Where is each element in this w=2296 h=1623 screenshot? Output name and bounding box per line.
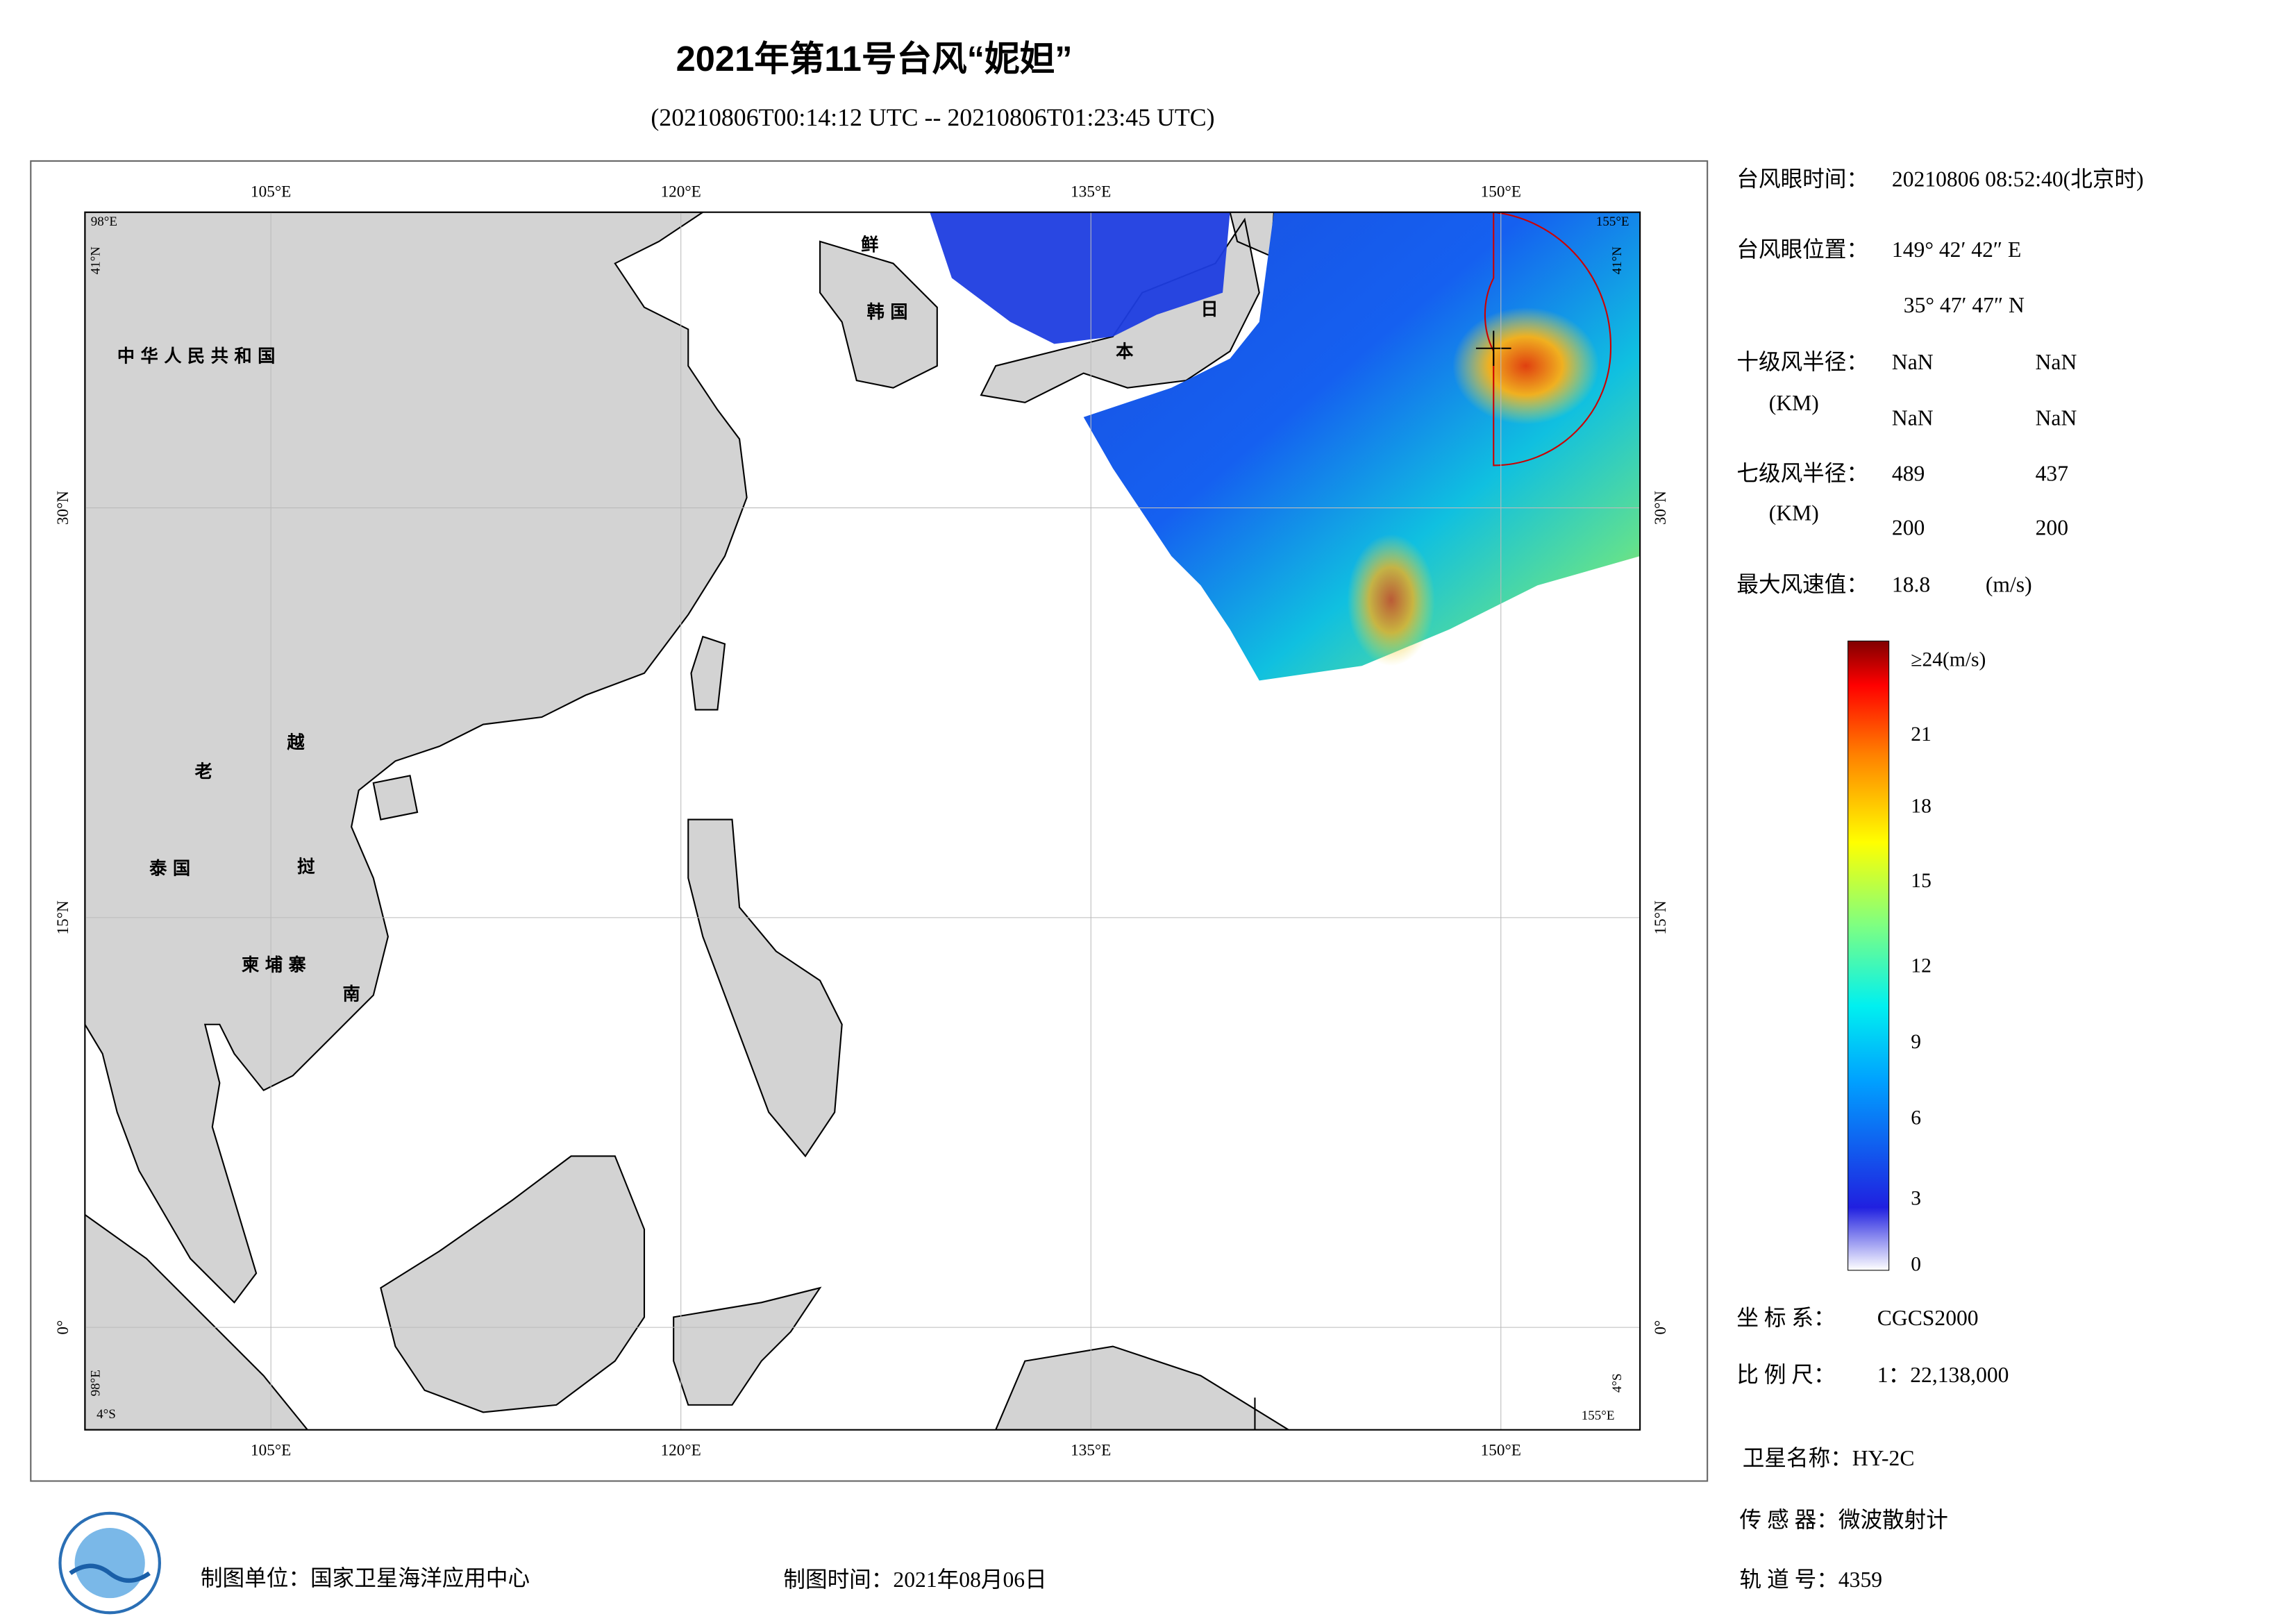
info-label: 七级风半径： xyxy=(1736,461,1868,485)
sumatra xyxy=(85,1213,309,1430)
lat-label: 30°N xyxy=(1652,491,1670,525)
lon-label: 120°E xyxy=(661,183,701,201)
orbit: 轨 道 号：4359 xyxy=(1740,1567,1883,1592)
info-label: 台风眼位置： xyxy=(1736,237,1868,262)
place-label: 本 xyxy=(1116,342,1139,362)
place-label: 泰国 xyxy=(149,858,196,878)
place-label: 柬埔寨 xyxy=(242,955,312,975)
date: 制图时间：2021年08月06日 xyxy=(783,1567,1046,1592)
lat-label: 15°N xyxy=(54,900,72,934)
lon-label: 135°E xyxy=(1071,1442,1111,1460)
info-label: 台风眼时间： xyxy=(1736,167,1868,192)
info-value: 35° 47′ 47″ N xyxy=(1904,293,2025,317)
outer-frame xyxy=(30,160,1709,1482)
info-label: (KM) xyxy=(1769,501,1819,525)
info-value: NaN xyxy=(2036,405,2077,430)
wind-hotspot xyxy=(1452,307,1600,425)
info-label: 坐 标 系： xyxy=(1736,1306,1835,1330)
info-value: 20210806 08:52:40(北京时) xyxy=(1892,167,2144,192)
place-label: 越 xyxy=(287,732,310,752)
borneo xyxy=(380,1155,646,1413)
title: 2021年第11号台风“妮妲” xyxy=(676,39,1073,78)
corner-label: 41°N xyxy=(1610,246,1625,275)
corner-label: 98°E xyxy=(91,215,117,229)
place-label: 挝 xyxy=(297,857,321,877)
colorbar-label: 3 xyxy=(1911,1188,1921,1210)
corner-label: 41°N xyxy=(89,246,103,275)
lon-label: 105°E xyxy=(251,183,291,201)
info-value: 200 xyxy=(2036,515,2068,539)
info-value: 149° 42′ 42″ E xyxy=(1892,237,2021,262)
lat-label: 15°N xyxy=(1652,900,1670,934)
colorbar-label: 9 xyxy=(1911,1031,1921,1053)
lon-label: 150°E xyxy=(1481,1442,1521,1460)
place-label: 韩国 xyxy=(867,302,914,322)
wind-hotspot xyxy=(1347,534,1435,666)
logo xyxy=(58,1511,161,1615)
corner-label: 4°S xyxy=(97,1407,116,1422)
lat-label: 0° xyxy=(1652,1320,1670,1335)
place-label: 鲜 xyxy=(861,235,885,255)
new-guinea xyxy=(995,1345,1290,1430)
info-label: 比 例 尺： xyxy=(1736,1363,1835,1387)
colorbar-label: 18 xyxy=(1911,796,1932,818)
philippines xyxy=(687,818,843,1158)
info-value: NaN xyxy=(1892,405,1934,430)
korea xyxy=(819,240,938,389)
corner-label: 155°E xyxy=(1582,1408,1615,1423)
lon-label: 150°E xyxy=(1481,183,1521,201)
asia xyxy=(85,212,748,1304)
wind-patch-north xyxy=(930,212,1230,344)
taiwan xyxy=(690,635,726,711)
info-unit: (m/s) xyxy=(1986,573,2032,597)
info-label: 最大风速值： xyxy=(1736,573,1868,597)
place-label: 南 xyxy=(343,984,367,1004)
place-label: 日 xyxy=(1200,299,1224,319)
wind-radius xyxy=(1475,212,1612,466)
satellite: 卫星名称：HY-2C xyxy=(1743,1446,1915,1470)
colorbar-label: 6 xyxy=(1911,1107,1921,1129)
map-frame xyxy=(84,211,1641,1431)
sulawesi xyxy=(673,1286,822,1406)
colorbar-label: 12 xyxy=(1911,955,1932,977)
maker: 制图单位：国家卫星海洋应用中心 xyxy=(201,1566,530,1590)
info-label: 十级风半径： xyxy=(1736,350,1868,374)
map xyxy=(85,212,1641,1430)
subtitle: (20210806T00:14:12 UTC -- 20210806T01:23… xyxy=(651,103,1214,131)
corner-label: 98°E xyxy=(89,1370,103,1396)
colorbar-label: 0 xyxy=(1911,1253,1921,1275)
sensor: 传 感 器：微波散射计 xyxy=(1740,1508,1948,1532)
colorbar-label: ≥24(m/s) xyxy=(1911,649,1986,671)
info-value: 489 xyxy=(1892,461,1925,485)
info-value: 200 xyxy=(1892,515,1925,539)
colorbar-label: 15 xyxy=(1911,870,1932,892)
info-value: NaN xyxy=(1892,350,1934,374)
lon-label: 105°E xyxy=(251,1442,291,1460)
info-value: 1：22,138,000 xyxy=(1877,1363,2009,1387)
corner-label: 4°S xyxy=(1610,1373,1625,1393)
lat-label: 30°N xyxy=(54,491,72,525)
place-label: 中华人民共和国 xyxy=(117,346,281,366)
info-value: 437 xyxy=(2036,461,2068,485)
colorbar-label: 21 xyxy=(1911,723,1932,746)
info-value: NaN xyxy=(2036,350,2077,374)
lat-label: 0° xyxy=(54,1320,72,1335)
corner-label: 155°E xyxy=(1596,215,1629,229)
graticule xyxy=(85,212,1641,1430)
lon-label: 135°E xyxy=(1071,183,1111,201)
place-label: 老 xyxy=(195,762,219,782)
info-value: CGCS2000 xyxy=(1877,1306,1979,1330)
colorbar xyxy=(1847,640,1890,1271)
hainan xyxy=(372,775,419,821)
info-value: 18.8 xyxy=(1892,573,1930,597)
info-label: (KM) xyxy=(1769,391,1819,415)
lon-label: 120°E xyxy=(661,1442,701,1460)
